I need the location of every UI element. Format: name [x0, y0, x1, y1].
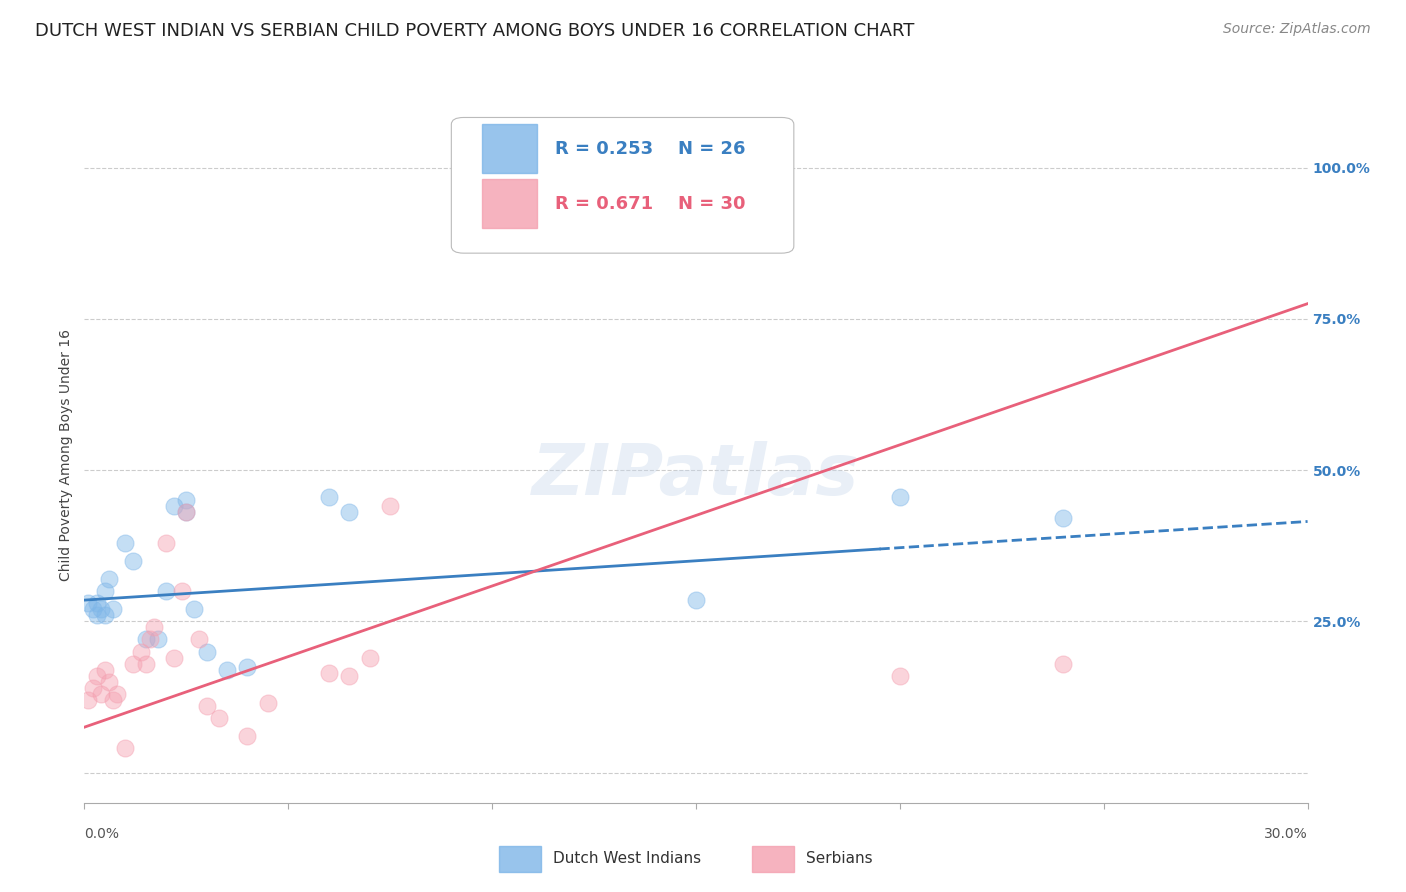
Point [93, 663, 115, 677]
Text: Source: ZipAtlas.com: Source: ZipAtlas.com [1223, 22, 1371, 37]
Point [86, 596, 108, 610]
Text: N = 30: N = 30 [678, 194, 745, 212]
Point [380, 500, 402, 514]
Text: DUTCH WEST INDIAN VS SERBIAN CHILD POVERTY AMONG BOYS UNDER 16 CORRELATION CHART: DUTCH WEST INDIAN VS SERBIAN CHILD POVER… [35, 22, 914, 40]
Point [90, 687, 112, 701]
Point [101, 693, 124, 707]
Point [105, 687, 128, 701]
Point [114, 535, 136, 549]
Point [339, 669, 360, 683]
Point [131, 644, 153, 658]
Point [236, 729, 259, 743]
Point [174, 493, 197, 508]
Point [142, 620, 165, 634]
Point [318, 490, 340, 504]
Point [685, 593, 707, 607]
Point [77, 693, 100, 707]
Text: ZIPatlas: ZIPatlas [533, 442, 859, 510]
Point [77, 596, 100, 610]
Point [86, 608, 108, 623]
Point [183, 602, 205, 616]
Point [339, 505, 360, 519]
Point [187, 632, 209, 647]
Text: R = 0.671: R = 0.671 [555, 194, 654, 212]
Point [725, 161, 748, 175]
Text: Serbians: Serbians [806, 852, 872, 866]
Point [82, 681, 104, 695]
Point [359, 650, 381, 665]
Point [122, 657, 145, 671]
Point [1052, 511, 1074, 525]
Point [155, 535, 177, 549]
Point [889, 490, 911, 504]
FancyBboxPatch shape [451, 118, 794, 253]
Text: 30.0%: 30.0% [1264, 827, 1308, 841]
Point [236, 659, 259, 673]
Text: 0.0%: 0.0% [84, 827, 120, 841]
Point [172, 584, 194, 599]
Point [889, 669, 911, 683]
Point [195, 644, 218, 658]
FancyBboxPatch shape [482, 124, 537, 173]
Point [114, 741, 136, 756]
Point [257, 696, 280, 710]
Text: R = 0.253: R = 0.253 [555, 140, 654, 158]
Point [101, 602, 124, 616]
Point [135, 632, 157, 647]
Point [86, 669, 108, 683]
Point [155, 584, 177, 599]
Point [97, 674, 120, 689]
Point [82, 602, 104, 616]
Point [93, 608, 115, 623]
FancyBboxPatch shape [482, 179, 537, 228]
Point [93, 584, 115, 599]
Point [217, 663, 239, 677]
Point [135, 657, 157, 671]
Text: Dutch West Indians: Dutch West Indians [553, 852, 700, 866]
Y-axis label: Child Poverty Among Boys Under 16: Child Poverty Among Boys Under 16 [59, 329, 73, 581]
Point [208, 711, 231, 725]
Point [318, 665, 340, 680]
Point [138, 632, 160, 647]
Point [146, 632, 169, 647]
Point [163, 500, 186, 514]
Point [97, 572, 120, 586]
Point [90, 602, 112, 616]
Point [163, 650, 186, 665]
Point [195, 698, 218, 713]
Point [122, 554, 145, 568]
Point [1052, 657, 1074, 671]
Point [174, 505, 197, 519]
Text: N = 26: N = 26 [678, 140, 745, 158]
Point [174, 505, 197, 519]
